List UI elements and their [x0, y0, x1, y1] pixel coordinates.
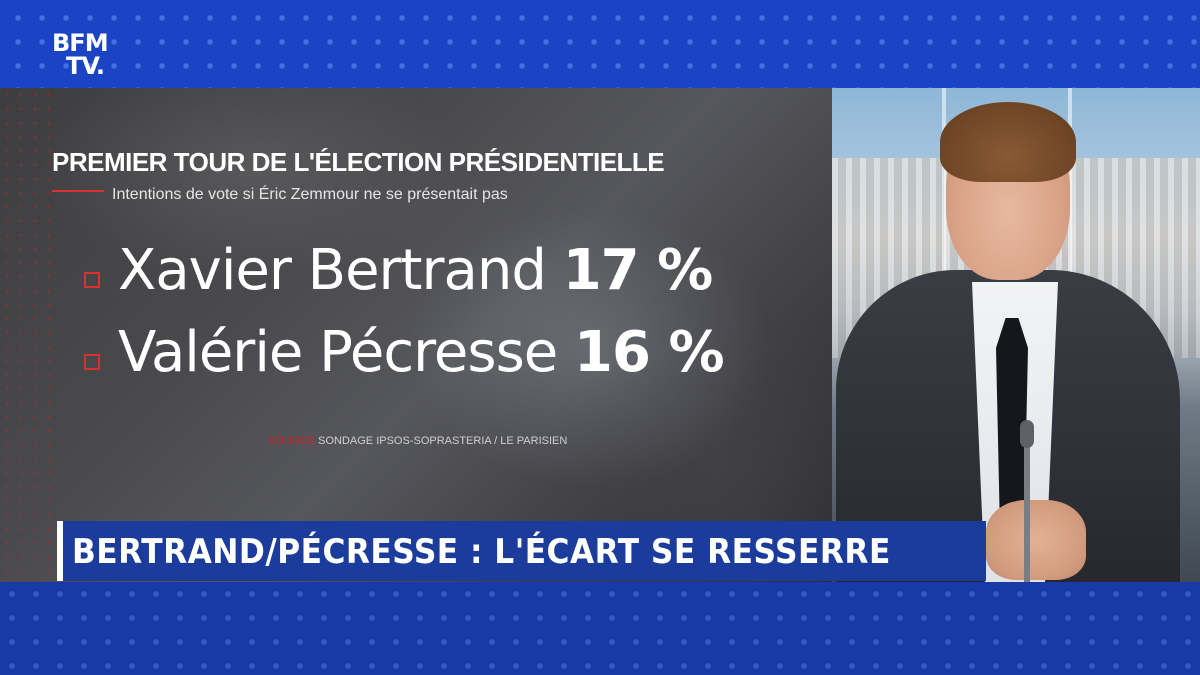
- result-row-bertrand: Xavier Bertrand 17 %: [84, 238, 714, 303]
- square-bullet-icon: [84, 271, 100, 288]
- source-text: SONDAGE IPSOS-SOPRASTERIA / LE PARISIEN: [318, 435, 568, 447]
- candidate-percent: 16 %: [574, 320, 725, 385]
- top-banner: [0, 0, 1200, 88]
- poll-title: PREMIER TOUR DE L'ÉLECTION PRÉSIDENTIELL…: [52, 147, 665, 177]
- logo-line-1: BFM: [52, 29, 109, 57]
- bfmtv-logo: BFM TV.: [52, 29, 118, 84]
- microphone-icon: [1020, 420, 1034, 448]
- decorative-dot-pattern: [0, 88, 60, 582]
- microphone-stand: [1024, 430, 1030, 582]
- headline-text: BERTRAND/PÉCRESSE : L'ÉCART SE RESSERRE: [72, 532, 891, 572]
- logo-line-2: TV.: [66, 52, 105, 80]
- result-row-pecresse: Valérie Pécresse 16 %: [84, 320, 725, 385]
- headline-accent: [57, 521, 63, 581]
- candidate-name: Xavier Bertrand: [118, 238, 547, 303]
- presenter-hair: [940, 102, 1076, 182]
- poll-subtitle: Intentions de vote si Éric Zemmour ne se…: [112, 186, 508, 203]
- title-accent-line: [52, 190, 104, 192]
- bottom-banner: [0, 582, 1200, 675]
- candidate-name: Valérie Pécresse: [118, 320, 558, 385]
- poll-source: SOURCE SONDAGE IPSOS-SOPRASTERIA / LE PA…: [268, 435, 567, 447]
- presenter-hands: [986, 500, 1086, 580]
- source-label: SOURCE: [268, 435, 316, 447]
- candidate-percent: 17 %: [562, 238, 714, 303]
- poll-graphic-panel: [0, 88, 832, 582]
- headline-bar: [57, 521, 986, 581]
- square-bullet-icon: [84, 353, 100, 370]
